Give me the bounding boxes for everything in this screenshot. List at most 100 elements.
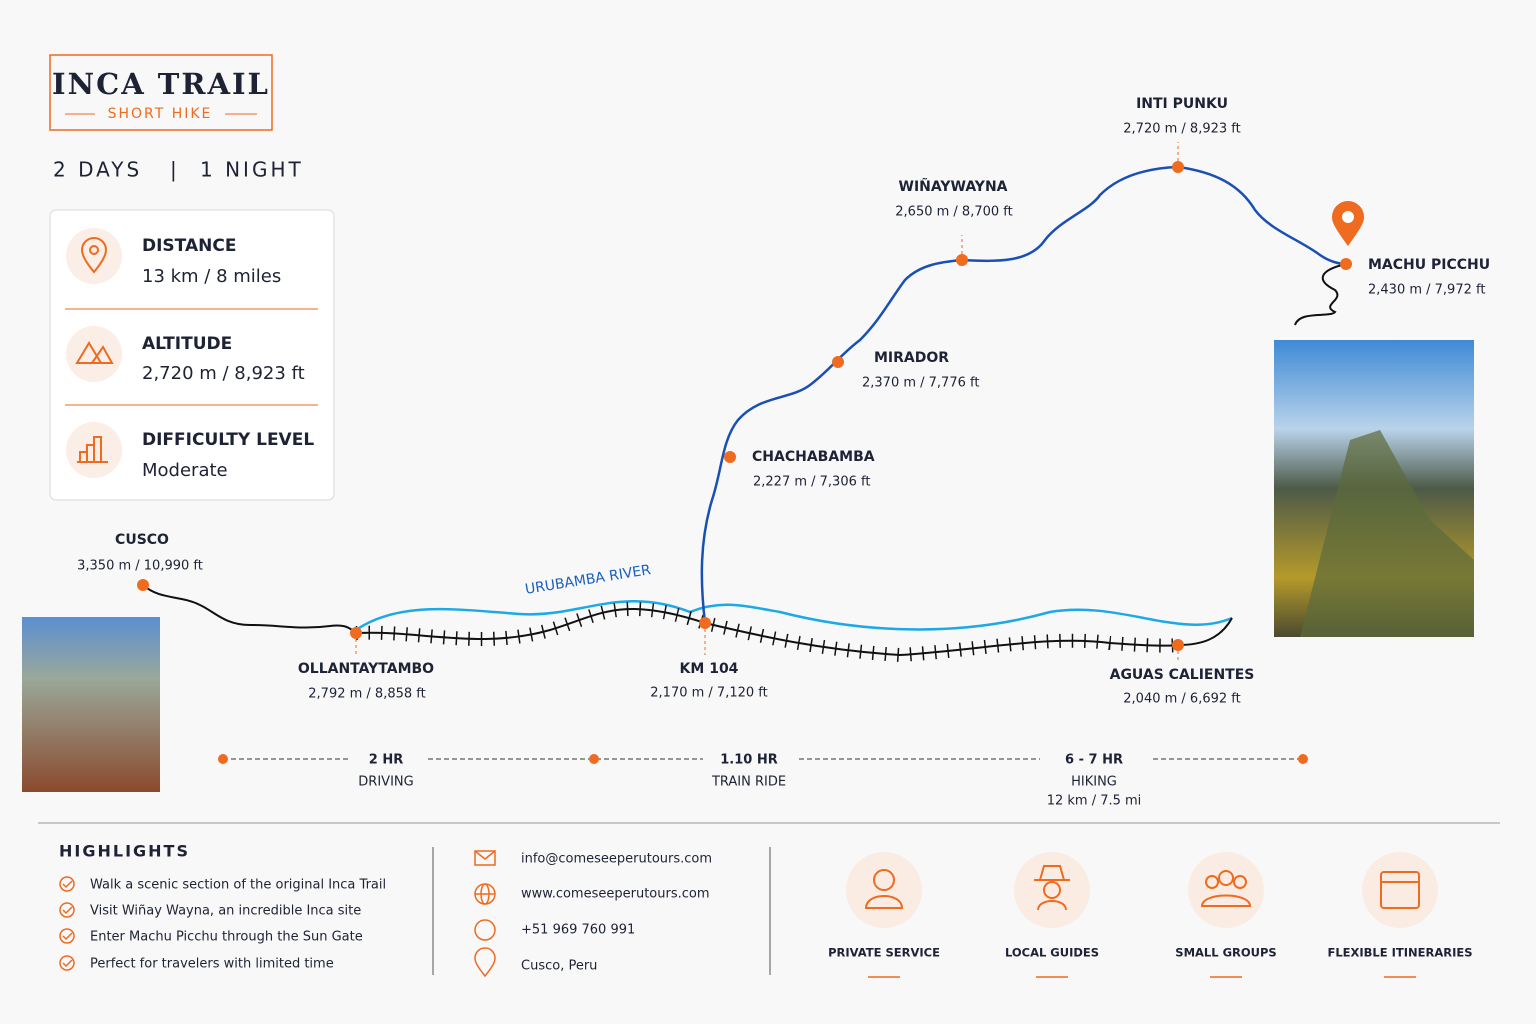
check [62,959,73,968]
group-icon [1205,875,1219,889]
highlight: Visit Wiñay Wayna, an incredible Inca si… [90,904,361,919]
title-box [49,54,273,131]
check [62,880,73,889]
stop-dot [350,627,362,639]
contact-phone: +51 969 760 991 [521,923,635,938]
stop-dot [1340,258,1352,270]
leg-time: 2 HR [369,753,403,768]
stop-dot [699,617,711,629]
stop-elevation: 2,227 m / 7,306 ft [753,475,870,490]
stop-dot [832,356,844,368]
icon-bg [66,228,122,284]
title: INCA TRAIL [52,67,270,101]
final-squiggle [1294,263,1347,326]
drive-route [142,584,357,634]
timeline-dot [218,754,228,764]
stop-name: WIÑAYWAYNA [899,178,1008,195]
feature-label: LOCAL GUIDES [1005,946,1099,960]
feature-label: SMALL GROUPS [1175,946,1276,960]
pin-icon [80,237,108,274]
check [59,928,75,944]
contact-location: Cusco, Peru [521,959,597,974]
cusco-photo [22,617,160,792]
feature-bg [1188,852,1264,928]
phone-icon [474,919,496,941]
check [62,932,73,941]
pin-hole [1342,211,1354,223]
leg-detail: 12 km / 7.5 mi [1047,794,1142,809]
subtitle: SHORT HIKE [108,106,213,122]
leg-mode: TRAIN RIDE [711,775,786,790]
stat-value: 13 km / 8 miles [142,266,281,287]
highlight: Perfect for travelers with limited time [90,957,334,972]
nights: 1 NIGHT [200,158,304,182]
stop-name: CUSCO [115,532,169,548]
highlights-title: HIGHLIGHTS [59,842,190,861]
guide-icon [1037,900,1067,911]
checks [59,876,75,971]
group-icon [1218,870,1234,886]
person-icon [864,895,904,909]
check [62,906,73,915]
group-icon [1233,875,1247,889]
guide-icon [1043,881,1061,899]
destination-pin [1332,201,1364,246]
timeline-dot [589,754,599,764]
highlight: Enter Machu Picchu through the Sun Gate [90,930,363,945]
rail-line [355,607,1233,657]
stop-dot [956,254,968,266]
stops [137,161,1352,651]
group-icon [1200,894,1252,907]
stop-elevation: 2,430 m / 7,972 ft [1368,283,1485,298]
rail [355,601,1233,663]
stop-elevation: 2,792 m / 8,858 ft [308,687,425,702]
stop-name: MACHU PICCHU [1368,257,1490,273]
stop-name: MIRADOR [874,350,949,366]
leg-mode: HIKING [1071,775,1117,790]
stat-value: Moderate [142,460,228,481]
mail-icon [474,850,496,860]
stop-name: CHACHABAMBA [752,449,875,465]
photo-mountain [1300,430,1474,637]
stats-card [49,209,335,501]
rail-ties [355,601,1179,663]
stop-elevation: 2,370 m / 7,776 ft [862,376,979,391]
stop-dot [724,451,736,463]
location-icon [474,947,496,978]
highlight: Walk a scenic section of the original In… [90,878,386,893]
stop-dot [137,579,149,591]
river [355,600,1233,632]
feature-label: PRIVATE SERVICE [828,946,940,960]
leg-mode: DRIVING [358,775,413,790]
bars-icon [77,436,108,463]
stat-label: DISTANCE [142,236,236,256]
feature-glyphs [864,865,1420,911]
contact-email: info@comeseeperutours.com [521,852,712,867]
pin-icon [89,245,99,255]
person-icon [873,869,895,891]
separator: | [170,158,177,182]
calendar-icon [1380,871,1420,909]
feature-bg [1014,852,1090,928]
stop-name: OLLANTAYTAMBO [298,661,434,677]
stop-elevation: 2,040 m / 6,692 ft [1123,692,1240,707]
mountain-icon [75,341,114,364]
contact-web: www.comeseeperutours.com [521,887,710,902]
stat-glyphs [75,237,114,463]
days: 2 DAYS [53,158,142,182]
timeline-dot [1298,754,1308,764]
stop-name: AGUAS CALIENTES [1110,667,1255,683]
check [59,902,75,918]
leg-time: 6 - 7 HR [1065,753,1123,768]
timeline-dots [218,754,1308,764]
stop-elevation: 2,170 m / 7,120 ft [650,686,767,701]
stat-label: ALTITUDE [142,334,232,354]
check [59,955,75,971]
leg-time: 1.10 HR [720,753,778,768]
icon-bg [66,326,122,382]
feature-label: FLEXIBLE ITINERARIES [1327,946,1472,960]
stop-name: INTI PUNKU [1136,96,1228,112]
